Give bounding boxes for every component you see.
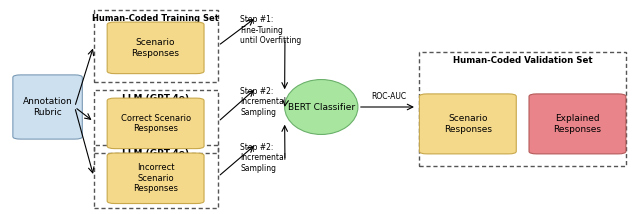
Text: LLM (GPT-4o): LLM (GPT-4o) <box>122 94 189 103</box>
FancyBboxPatch shape <box>107 22 204 74</box>
Text: Step #2:
Incremental
Sampling: Step #2: Incremental Sampling <box>241 143 286 173</box>
Text: BERT Classifier: BERT Classifier <box>288 103 355 111</box>
Text: Incorrect
Scenario
Responses: Incorrect Scenario Responses <box>133 163 178 193</box>
Text: ROC-AUC: ROC-AUC <box>371 92 406 101</box>
FancyBboxPatch shape <box>529 94 626 154</box>
Text: Human-Coded Validation Set: Human-Coded Validation Set <box>452 56 592 65</box>
FancyBboxPatch shape <box>13 75 83 139</box>
FancyBboxPatch shape <box>107 98 204 149</box>
Text: Correct Scenario
Responses: Correct Scenario Responses <box>120 114 191 133</box>
Text: Step #1:
Fine-Tuning
until Overfitting: Step #1: Fine-Tuning until Overfitting <box>241 15 301 45</box>
Text: Scenario
Responses: Scenario Responses <box>444 114 492 134</box>
Text: Scenario
Responses: Scenario Responses <box>132 38 180 58</box>
Text: LLM (GPT-4o): LLM (GPT-4o) <box>122 149 189 158</box>
Ellipse shape <box>285 80 358 134</box>
Text: Step #2:
Incremental
Sampling: Step #2: Incremental Sampling <box>241 87 286 117</box>
FancyBboxPatch shape <box>419 94 516 154</box>
Text: Annotation
Rubric: Annotation Rubric <box>22 97 72 117</box>
Text: Human-Coded Training Set: Human-Coded Training Set <box>92 14 220 23</box>
Text: Explained
Responses: Explained Responses <box>554 114 602 134</box>
FancyBboxPatch shape <box>107 153 204 204</box>
